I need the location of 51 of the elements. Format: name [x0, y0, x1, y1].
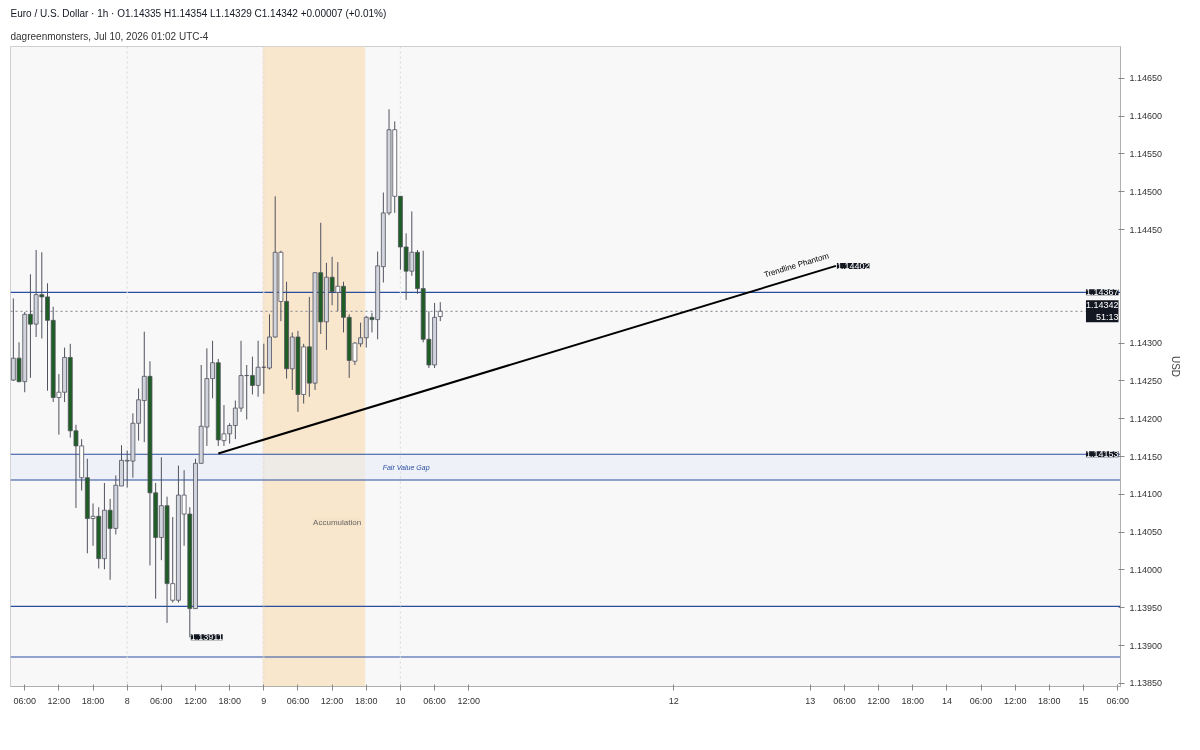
annotation: 1.14402: [836, 260, 870, 271]
y-tick-label: 1.14000: [1129, 565, 1163, 575]
x-tick-label: 9: [261, 695, 267, 706]
y-axis-title: USD: [1170, 355, 1182, 378]
x-tick-label: 12:00: [867, 695, 890, 706]
x-tick-label: 12:00: [47, 695, 71, 706]
y-tick-label: 1.14300: [1129, 338, 1163, 349]
y-tick-label: 1.13850: [1129, 678, 1163, 689]
x-tick-label: 12:00: [1003, 695, 1027, 706]
text: Trendline Phantom: [762, 251, 831, 280]
x-tick-label: 06:00: [969, 695, 993, 706]
x-tick-label: 10: [395, 695, 406, 706]
y-tick-label: 1.14600: [1129, 111, 1163, 122]
x-tick-label: 06:00: [833, 695, 856, 706]
chart-title: Euro / U.S. Dollar · 1h · O1.14335 H1.14354 L1.14329 C1.14342 +0.00007 (+0.01%): [10, 7, 387, 19]
y-tick-label: 1.14450: [1129, 224, 1163, 235]
y-tick-label: 1.13950: [1129, 602, 1163, 613]
y-tick-label: 1.14050: [1129, 527, 1163, 538]
x-tick-label: 18:00: [81, 695, 105, 706]
ref-line-label: 1.14342 51:13: [1085, 300, 1119, 323]
x-tick-label: 12:00: [457, 695, 480, 706]
ref-line-label: 1.14367: [1085, 287, 1119, 298]
x-tick-label: 14: [941, 695, 952, 706]
y-tick-label: 1.14250: [1129, 375, 1163, 386]
x-tick-label: 18:00: [355, 695, 378, 706]
x-tick-label: 06:00: [150, 695, 173, 706]
y-tick-label: 1.14550: [1129, 148, 1163, 159]
y-tick-label: 1.14200: [1129, 413, 1163, 424]
x-tick-label: 12: [668, 695, 679, 706]
ref-line-label: 1.14153: [1085, 449, 1119, 460]
x-tick-label: 06:00: [1106, 695, 1129, 706]
candlestick: [437, 301, 443, 322]
annotation: 1.13911: [190, 632, 223, 643]
band-label: Accumulation: [313, 517, 362, 527]
x-tick-label: 06:00: [423, 695, 446, 706]
x-tick-label: 15: [1078, 695, 1089, 706]
x-tick-label: 18:00: [218, 695, 241, 706]
y-tick-label: 1.14650: [1129, 73, 1163, 84]
x-tick-label: 13: [805, 695, 816, 706]
y-tick-label: 1.13900: [1129, 640, 1163, 651]
x-tick-label: 06:00: [286, 695, 310, 706]
y-tick-label: 1.14500: [1129, 186, 1163, 197]
y-tick-label: 1.14100: [1129, 489, 1163, 500]
x-tick-label: 12:00: [184, 695, 207, 706]
x-tick-label: 8: [124, 695, 130, 706]
x-tick-label: 18:00: [901, 695, 924, 706]
y-tick-label: 1.14150: [1129, 451, 1163, 462]
x-tick-label: 12:00: [320, 695, 344, 706]
chart-subtitle: dagreenmonsters, Jul 10, 2026 01:02 UTC-4: [10, 30, 209, 42]
x-tick-label: 18:00: [1038, 695, 1061, 706]
x-tick-label: 06:00: [13, 695, 36, 706]
